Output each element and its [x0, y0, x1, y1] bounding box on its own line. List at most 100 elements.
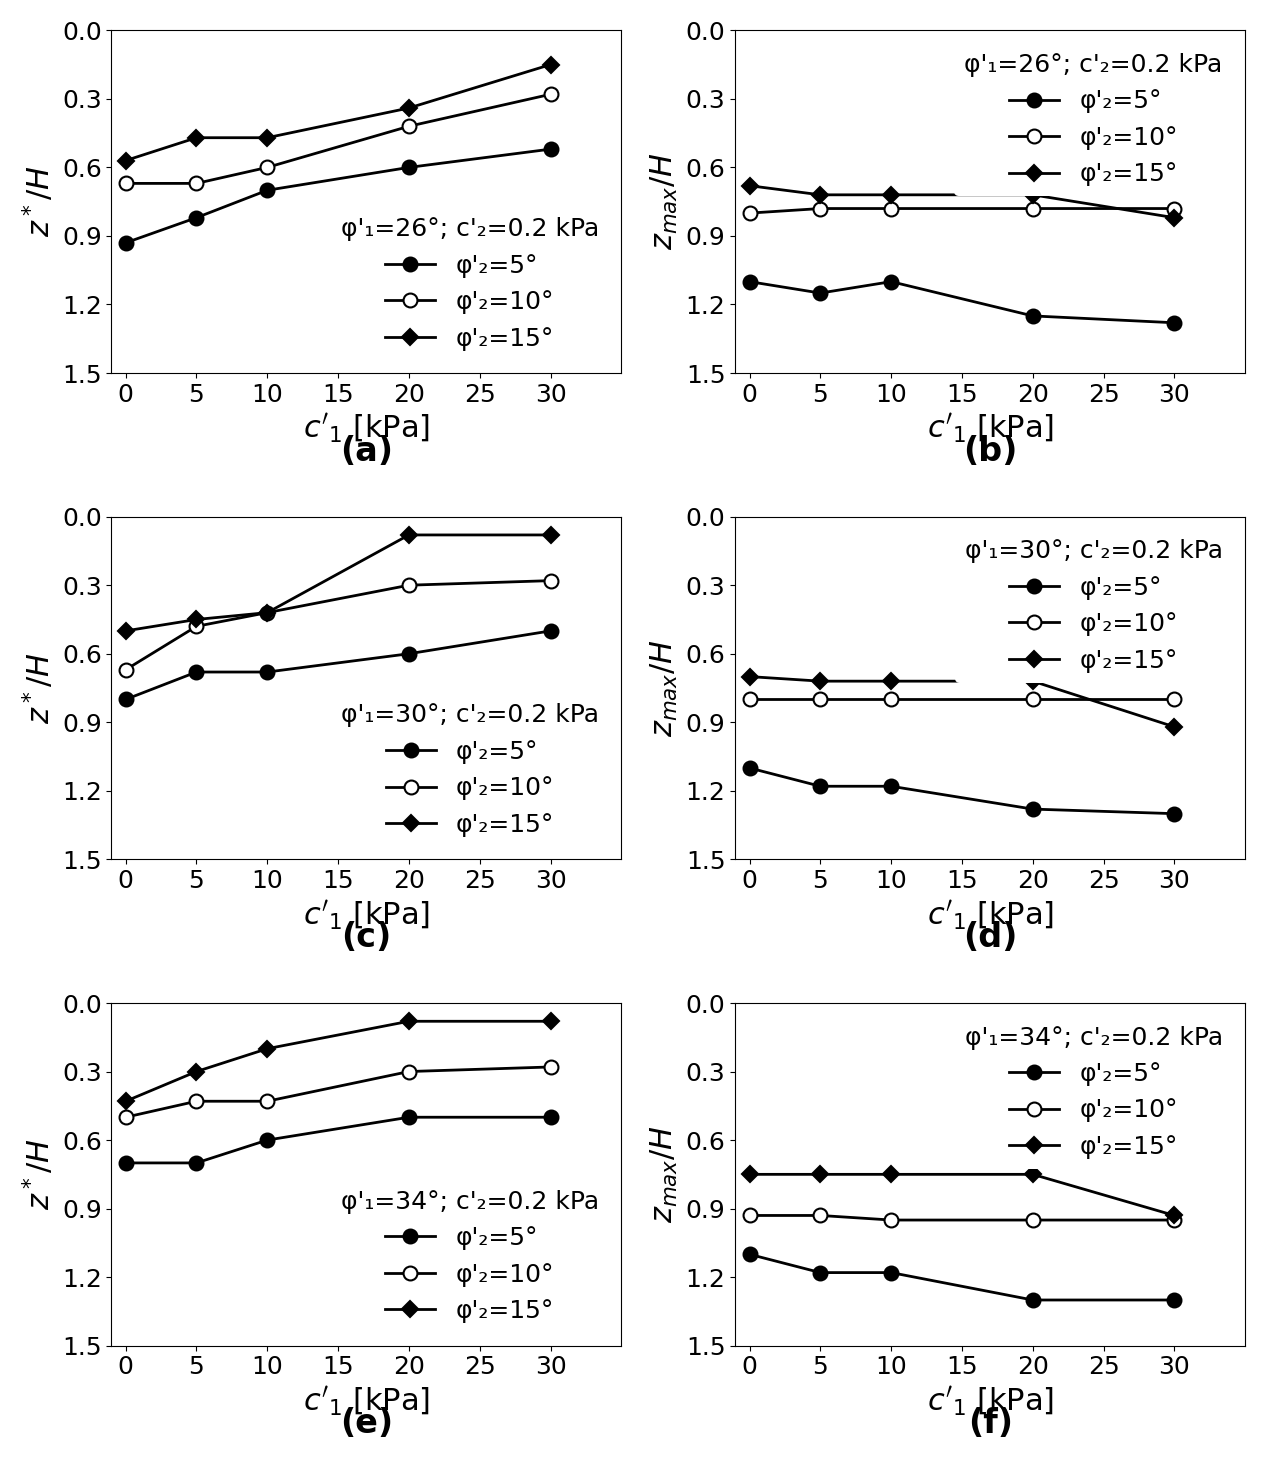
φ'₂=10° — [742, 690, 757, 708]
φ'₂=5° — [1025, 801, 1041, 818]
Legend: φ'₂=5°, φ'₂=10°, φ'₂=15°: φ'₂=5°, φ'₂=10°, φ'₂=15° — [955, 530, 1233, 683]
Y-axis label: $z_{max}/H$: $z_{max}/H$ — [649, 153, 680, 251]
φ'₂=5° — [543, 622, 558, 639]
φ'₂=5° — [401, 159, 417, 177]
φ'₂=5° — [1167, 314, 1182, 331]
φ'₂=5° — [742, 273, 757, 290]
Line: φ'₂=5°: φ'₂=5° — [119, 1110, 557, 1170]
φ'₂=15° — [884, 187, 899, 204]
Text: (b): (b) — [963, 435, 1018, 468]
Line: φ'₂=5°: φ'₂=5° — [119, 142, 557, 249]
φ'₂=10° — [401, 576, 417, 594]
φ'₂=10° — [813, 690, 828, 708]
φ'₂=10° — [260, 159, 275, 177]
φ'₂=10° — [813, 200, 828, 217]
Line: φ'₂=15°: φ'₂=15° — [744, 671, 1180, 732]
φ'₂=10° — [118, 661, 133, 678]
φ'₂=5° — [1025, 308, 1041, 325]
Line: φ'₂=10°: φ'₂=10° — [743, 693, 1181, 706]
φ'₂=5° — [813, 778, 828, 795]
φ'₂=15° — [1167, 209, 1182, 226]
φ'₂=15° — [1167, 718, 1182, 735]
Line: φ'₂=10°: φ'₂=10° — [743, 1208, 1181, 1227]
Legend: φ'₂=5°, φ'₂=10°, φ'₂=15°: φ'₂=5°, φ'₂=10°, φ'₂=15° — [330, 693, 609, 846]
φ'₂=5° — [260, 1131, 275, 1148]
Line: φ'₂=15°: φ'₂=15° — [120, 530, 556, 636]
φ'₂=10° — [543, 572, 558, 589]
Line: φ'₂=15°: φ'₂=15° — [744, 1169, 1180, 1221]
φ'₂=10° — [401, 118, 417, 136]
Line: φ'₂=5°: φ'₂=5° — [743, 1247, 1181, 1307]
Text: (a): (a) — [339, 435, 392, 468]
φ'₂=15° — [742, 177, 757, 194]
X-axis label: $c'_1$ [kPa]: $c'_1$ [kPa] — [927, 1385, 1053, 1420]
φ'₂=15° — [1025, 673, 1041, 690]
Line: φ'₂=15°: φ'₂=15° — [120, 1015, 556, 1107]
φ'₂=10° — [813, 1207, 828, 1224]
φ'₂=5° — [884, 1263, 899, 1281]
φ'₂=15° — [543, 1013, 558, 1030]
φ'₂=15° — [813, 1166, 828, 1183]
φ'₂=15° — [543, 55, 558, 73]
φ'₂=10° — [401, 1062, 417, 1080]
φ'₂=15° — [543, 527, 558, 544]
φ'₂=5° — [189, 1154, 204, 1172]
φ'₂=10° — [1025, 1211, 1041, 1228]
φ'₂=15° — [884, 1166, 899, 1183]
φ'₂=15° — [189, 1062, 204, 1080]
φ'₂=10° — [1025, 200, 1041, 217]
φ'₂=5° — [1025, 1291, 1041, 1309]
φ'₂=5° — [118, 1154, 133, 1172]
Y-axis label: $z^*/H$: $z^*/H$ — [20, 166, 56, 238]
Line: φ'₂=10°: φ'₂=10° — [119, 88, 557, 190]
X-axis label: $c'_1$ [kPa]: $c'_1$ [kPa] — [303, 1385, 430, 1420]
Text: (c): (c) — [342, 921, 391, 954]
φ'₂=10° — [260, 1093, 275, 1110]
φ'₂=15° — [813, 673, 828, 690]
φ'₂=5° — [260, 181, 275, 198]
φ'₂=5° — [401, 1109, 417, 1126]
Line: φ'₂=5°: φ'₂=5° — [743, 274, 1181, 330]
φ'₂=15° — [189, 611, 204, 629]
φ'₂=10° — [260, 604, 275, 622]
φ'₂=15° — [260, 604, 275, 622]
φ'₂=15° — [401, 1013, 417, 1030]
φ'₂=5° — [884, 778, 899, 795]
φ'₂=10° — [189, 617, 204, 635]
Legend: φ'₂=5°, φ'₂=10°, φ'₂=15°: φ'₂=5°, φ'₂=10°, φ'₂=15° — [330, 1180, 609, 1334]
Legend: φ'₂=5°, φ'₂=10°, φ'₂=15°: φ'₂=5°, φ'₂=10°, φ'₂=15° — [955, 1015, 1233, 1169]
φ'₂=15° — [1025, 187, 1041, 204]
Line: φ'₂=10°: φ'₂=10° — [119, 1061, 557, 1125]
φ'₂=15° — [742, 1166, 757, 1183]
φ'₂=5° — [1167, 1291, 1182, 1309]
φ'₂=10° — [1167, 200, 1182, 217]
Y-axis label: $z^*/H$: $z^*/H$ — [20, 1138, 56, 1210]
X-axis label: $c'_1$ [kPa]: $c'_1$ [kPa] — [303, 899, 430, 932]
φ'₂=10° — [742, 204, 757, 222]
φ'₂=10° — [189, 175, 204, 193]
Line: φ'₂=10°: φ'₂=10° — [743, 201, 1181, 220]
Legend: φ'₂=5°, φ'₂=10°, φ'₂=15°: φ'₂=5°, φ'₂=10°, φ'₂=15° — [955, 42, 1233, 197]
Legend: φ'₂=5°, φ'₂=10°, φ'₂=15°: φ'₂=5°, φ'₂=10°, φ'₂=15° — [330, 207, 609, 360]
φ'₂=10° — [118, 175, 133, 193]
φ'₂=15° — [1025, 1166, 1041, 1183]
φ'₂=15° — [1167, 1207, 1182, 1224]
Text: (e): (e) — [339, 1408, 392, 1440]
φ'₂=5° — [742, 759, 757, 776]
φ'₂=10° — [884, 200, 899, 217]
φ'₂=15° — [884, 673, 899, 690]
φ'₂=5° — [189, 209, 204, 226]
φ'₂=10° — [742, 1207, 757, 1224]
φ'₂=5° — [543, 1109, 558, 1126]
Text: (d): (d) — [963, 921, 1018, 954]
φ'₂=10° — [884, 690, 899, 708]
Line: φ'₂=15°: φ'₂=15° — [744, 179, 1180, 223]
φ'₂=15° — [118, 622, 133, 639]
φ'₂=15° — [118, 152, 133, 169]
φ'₂=5° — [742, 1246, 757, 1263]
φ'₂=15° — [118, 1093, 133, 1110]
φ'₂=10° — [884, 1211, 899, 1228]
φ'₂=5° — [260, 664, 275, 681]
φ'₂=5° — [884, 273, 899, 290]
φ'₂=10° — [189, 1093, 204, 1110]
